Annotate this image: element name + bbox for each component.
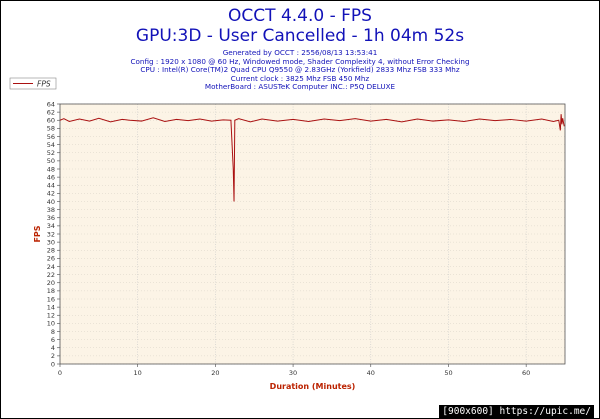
plot-area: 0246810121416182022242628303234363840424… [33,100,566,391]
y-tick-label: 20 [47,279,55,287]
y-tick-label: 62 [47,108,55,116]
y-tick-label: 28 [47,247,55,255]
y-tick-label: 40 [47,198,55,206]
x-tick-label: 20 [211,369,219,377]
y-tick-label: 60 [47,117,55,125]
chart-subtitle: GPU:3D - User Cancelled - 1h 04m 52s [135,26,465,46]
y-tick-label: 26 [47,255,55,263]
y-tick-label: 14 [47,303,55,311]
y-tick-label: 44 [47,182,55,190]
x-tick-label: 0 [58,369,62,377]
y-tick-label: 50 [47,157,55,165]
y-tick-label: 42 [47,190,55,198]
y-tick-label: 22 [47,271,55,279]
y-tick-label: 30 [47,238,55,246]
x-tick-label: 50 [444,369,452,377]
info-generated: Generated by OCCT : 2556/08/13 13:53:41 [222,48,378,57]
y-tick-label: 24 [47,263,55,271]
y-tick-label: 10 [47,320,55,328]
x-tick-label: 40 [367,369,375,377]
y-tick-label: 34 [47,222,55,230]
y-tick-label: 12 [47,312,55,320]
y-tick-label: 8 [51,328,55,336]
y-tick-label: 56 [47,133,55,141]
y-tick-label: 38 [47,206,55,214]
y-axis-label: FPS [33,225,42,242]
series-line-fps [59,114,565,202]
y-tick-label: 4 [51,344,55,352]
y-tick-label: 0 [51,360,55,368]
y-tick-label: 32 [47,230,55,238]
x-tick-label: 60 [522,369,530,377]
y-tick-label: 54 [47,141,55,149]
y-tick-label: 48 [47,165,55,173]
x-tick-label: 10 [134,369,142,377]
plot-border [59,103,566,365]
y-tick-label: 58 [47,125,55,133]
legend-label: FPS [37,80,51,89]
y-tick-label: 6 [51,336,55,344]
y-tick-label: 52 [47,149,55,157]
y-tick-label: 36 [47,214,55,222]
x-tick-label: 30 [289,369,297,377]
info-clock: Current clock : 3825 Mhz FSB 450 Mhz [230,73,370,83]
chart-title: OCCT 4.4.0 - FPS [228,6,372,26]
watermark: [900x600] https://upic.me/ [439,405,594,419]
info-cpu: CPU : Intel(R) Core(TM)2 Quad CPU Q9550 … [140,65,460,74]
y-tick-label: 46 [47,173,55,181]
info-config: Config : 1920 x 1080 @ 60 Hz, Windowed m… [130,56,470,66]
y-tick-label: 16 [47,295,55,303]
y-tick-label: 2 [51,352,55,360]
y-tick-label: 64 [47,100,55,108]
x-axis-label: Duration (Minutes) [270,382,356,391]
info-motherboard: MotherBoard : ASUSTeK Computer INC.: P5Q… [204,82,396,91]
y-tick-label: 18 [47,287,55,295]
